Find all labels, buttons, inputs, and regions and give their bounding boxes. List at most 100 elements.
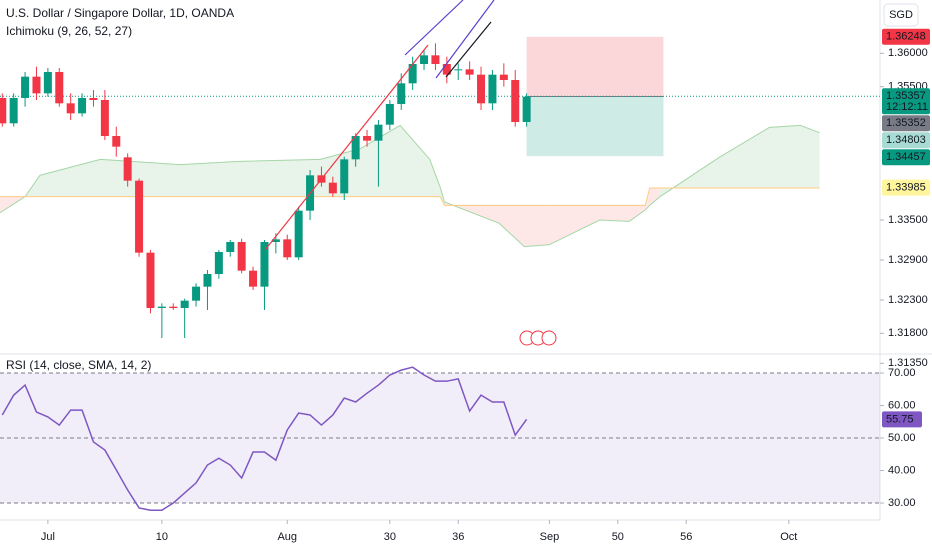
cloud-fill bbox=[629, 205, 646, 222]
y-tick-label: 1.31350 bbox=[888, 357, 928, 369]
x-tick-label: 10 bbox=[156, 531, 168, 543]
candle-body bbox=[214, 252, 223, 274]
plot-layer: 1.360001.355001.335001.329001.323001.318… bbox=[0, 28, 930, 543]
y-tick-label: 60.00 bbox=[888, 399, 916, 411]
candle-body bbox=[294, 210, 303, 258]
price-marker-label: 1.35352 bbox=[886, 117, 926, 129]
candle-body bbox=[397, 83, 406, 104]
x-tick-label: Oct bbox=[780, 531, 797, 543]
y-tick-label: 1.32900 bbox=[888, 254, 928, 266]
candle-body bbox=[328, 182, 337, 194]
candle-body bbox=[157, 306, 166, 308]
price-marker-label: 1.34803 bbox=[886, 134, 926, 146]
trend-line bbox=[445, 21, 492, 78]
candle-body bbox=[511, 80, 520, 122]
position-stop-zone bbox=[526, 36, 664, 97]
candle-body bbox=[340, 159, 349, 194]
chart-title: U.S. Dollar / Singapore Dollar, 1D, OAND… bbox=[6, 6, 234, 20]
candle-body bbox=[260, 242, 269, 287]
price-marker-label: 1.36248 bbox=[886, 31, 926, 43]
pitchfork-line bbox=[435, 0, 495, 79]
candle-body bbox=[522, 96, 531, 122]
cloud-fill bbox=[429, 159, 440, 197]
cloud-fill bbox=[649, 188, 660, 206]
cloud-fill bbox=[180, 161, 240, 197]
currency-button[interactable] bbox=[883, 3, 919, 27]
x-tick-label: 56 bbox=[680, 531, 692, 543]
price-marker-label: 1.34457 bbox=[886, 151, 926, 163]
price-marker bbox=[882, 115, 930, 132]
y-tick-label: 70.00 bbox=[888, 367, 916, 379]
rsi-line bbox=[1, 366, 528, 511]
candle-body bbox=[112, 136, 121, 147]
candle-body bbox=[89, 98, 98, 100]
candle-body bbox=[374, 124, 383, 141]
cloud-fill bbox=[769, 125, 801, 188]
candle-body bbox=[408, 64, 417, 84]
candle-body bbox=[123, 157, 132, 181]
candle-body bbox=[55, 72, 64, 104]
y-tick-label: 1.32300 bbox=[888, 294, 928, 306]
cloud-fill bbox=[549, 205, 600, 245]
y-tick-label: 40.00 bbox=[888, 464, 916, 476]
candle-body bbox=[78, 98, 87, 114]
candle-body bbox=[226, 242, 235, 252]
candle-body bbox=[43, 72, 52, 94]
x-tick-label: 36 bbox=[452, 531, 464, 543]
cloud-span-a bbox=[0, 124, 820, 248]
candle-body bbox=[499, 74, 508, 80]
currency-label[interactable]: SGD bbox=[889, 9, 913, 21]
y-tick-label: 1.33500 bbox=[888, 214, 928, 226]
candle-body bbox=[192, 286, 201, 301]
cloud-fill bbox=[100, 159, 181, 197]
cloud-fill bbox=[800, 125, 820, 188]
pitchfork-line bbox=[404, 0, 464, 56]
price-marker-label: 1.33985 bbox=[886, 182, 926, 194]
cloud-fill bbox=[599, 205, 630, 222]
candle-body bbox=[66, 103, 75, 114]
candle-body bbox=[488, 74, 497, 104]
y-tick-label: 1.31800 bbox=[888, 327, 928, 339]
price-marker bbox=[882, 88, 930, 115]
candle-body bbox=[237, 242, 246, 271]
candle-body bbox=[146, 252, 155, 308]
candle-body bbox=[169, 306, 178, 308]
cloud-fill bbox=[239, 159, 321, 197]
cloud-fill bbox=[719, 127, 770, 188]
candle-body bbox=[271, 239, 280, 242]
candle-body bbox=[249, 270, 258, 287]
y-tick-label: 50.00 bbox=[888, 432, 916, 444]
candle-body bbox=[385, 104, 394, 125]
candle-body bbox=[477, 74, 486, 104]
rsi-band bbox=[0, 373, 880, 504]
x-tick-label: Jul bbox=[41, 531, 55, 543]
candle-body bbox=[431, 55, 440, 64]
price-marker bbox=[882, 179, 930, 196]
candle-body bbox=[0, 98, 7, 124]
event-icon bbox=[541, 330, 557, 346]
x-tick-label: 50 bbox=[612, 531, 624, 543]
cloud-fill bbox=[524, 205, 550, 247]
candle-body bbox=[180, 300, 189, 308]
candle-body bbox=[100, 100, 109, 136]
x-tick-label: 30 bbox=[384, 531, 396, 543]
bar-countdown: 12:12:11 bbox=[886, 101, 928, 113]
indicator-label: Ichimoku (9, 26, 52, 27) bbox=[6, 24, 132, 38]
cloud-fill bbox=[400, 125, 430, 197]
rsi-value-label: 55.75 bbox=[886, 413, 914, 425]
candle-body bbox=[135, 180, 144, 253]
x-tick-label: Sep bbox=[540, 531, 560, 543]
event-icons bbox=[519, 330, 557, 346]
price-marker bbox=[882, 132, 930, 149]
y-tick-label: 30.00 bbox=[888, 497, 916, 509]
candle-body bbox=[32, 76, 41, 94]
rsi-title: RSI (14, close, SMA, 14, 2) bbox=[6, 358, 151, 372]
candle-body bbox=[351, 136, 360, 160]
price-marker-label: 1.35357 bbox=[886, 90, 926, 102]
rsi-value-marker bbox=[882, 411, 922, 428]
candle-body bbox=[21, 76, 30, 98]
candle-body bbox=[203, 274, 212, 287]
candle-body bbox=[283, 239, 292, 258]
